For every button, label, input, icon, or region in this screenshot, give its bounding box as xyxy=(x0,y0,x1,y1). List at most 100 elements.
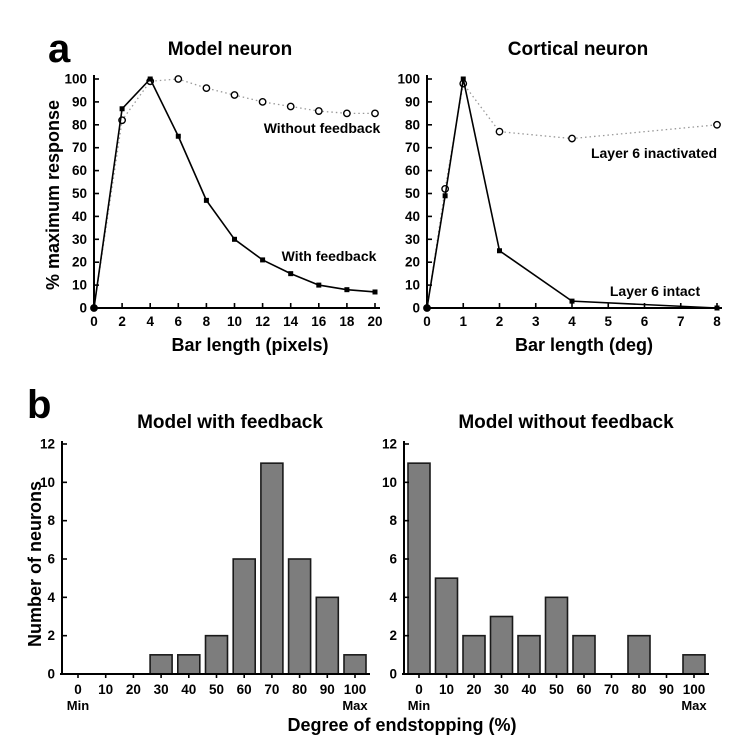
x-tick-label: 100 xyxy=(683,682,706,697)
y-tick-label: 12 xyxy=(382,437,397,452)
chart-title-model-without-feedback: Model without feedback xyxy=(458,412,674,433)
y-tick-label: 70 xyxy=(405,140,420,155)
square-marker xyxy=(569,298,575,304)
bar xyxy=(343,654,367,675)
x-axis-label-bar-length-deg: Bar length (deg) xyxy=(515,335,653,355)
open-circle-marker xyxy=(713,120,721,129)
square-marker xyxy=(497,248,502,254)
y-tick-label: 30 xyxy=(405,232,420,247)
x-tick-label: 4 xyxy=(568,314,576,329)
x-tick-label: 6 xyxy=(641,314,649,329)
x-tick-label: 80 xyxy=(631,682,646,697)
y-axis-label-number-of-neurons: Number of neurons xyxy=(25,481,45,647)
y-tick-label: 70 xyxy=(72,140,87,155)
square-marker xyxy=(119,106,125,112)
x-tick-label: 50 xyxy=(549,682,564,697)
bar xyxy=(232,558,256,675)
y-tick-label: 80 xyxy=(72,117,87,132)
x-tick-label: 3 xyxy=(532,314,540,329)
y-tick-label: 100 xyxy=(64,72,87,87)
x-tick-label: 40 xyxy=(181,682,196,697)
series-label-layer6-intact: Layer 6 intact xyxy=(610,283,701,299)
x-tick-label: 10 xyxy=(439,682,454,697)
chart-title-model-with-feedback: Model with feedback xyxy=(137,412,323,433)
y-tick-label: 90 xyxy=(72,94,87,109)
y-tick-label: 2 xyxy=(389,628,397,643)
y-tick-label: 0 xyxy=(389,667,397,682)
square-marker xyxy=(714,305,720,311)
x-axis-label-bar-length-pixels: Bar length (pixels) xyxy=(171,335,328,355)
chart-title-model-neuron: Model neuron xyxy=(168,39,293,60)
square-marker xyxy=(288,271,294,277)
y-tick-label: 8 xyxy=(47,513,55,528)
open-circle-marker xyxy=(174,75,183,83)
open-circle-marker xyxy=(314,107,323,115)
bar xyxy=(287,558,312,675)
square-marker xyxy=(460,76,466,82)
square-marker xyxy=(91,305,97,311)
y-tick-label: 80 xyxy=(405,117,420,132)
series-label-layer6-inactivated: Layer 6 inactivated xyxy=(591,145,717,161)
square-marker xyxy=(232,236,237,242)
y-tick-label: 40 xyxy=(72,209,87,224)
open-circle-marker xyxy=(568,134,576,143)
chart-model-with-feedback-histogram: 0 2 4 6 8 10 12 0 10 20 30 40 50 60 70 80 90 100 Min Max xyxy=(40,437,370,713)
y-tick-label: 10 xyxy=(405,278,420,293)
y-tick-label: 10 xyxy=(40,475,55,490)
series-label-with-feedback: With feedback xyxy=(282,248,377,264)
x-tick-label: 1 xyxy=(459,314,467,329)
x-tick-label: 10 xyxy=(98,682,113,697)
y-tick-label: 2 xyxy=(47,628,55,643)
x-tick-label: 20 xyxy=(466,682,481,697)
y-tick-label: 10 xyxy=(382,475,397,490)
open-circle-marker xyxy=(495,127,504,136)
y-tick-label: 4 xyxy=(389,590,397,605)
x-tick-label: 2 xyxy=(496,314,504,329)
y-tick-label: 6 xyxy=(389,552,397,567)
y-tick-label: 60 xyxy=(405,163,420,178)
y-tick-label: 0 xyxy=(412,301,420,316)
square-marker xyxy=(175,133,181,139)
y-tick-label: 0 xyxy=(47,667,55,682)
x-tick-label: 2 xyxy=(118,314,126,329)
x-tick-label: 30 xyxy=(154,682,169,697)
chart-model-neuron: 0 10 20 30 40 50 60 70 80 90 100 0 2 4 6 8 10 12 14 16 18 20 xyxy=(64,72,382,330)
y-tick-label: 60 xyxy=(72,163,87,178)
y-tick-label: 10 xyxy=(72,278,87,293)
chart-title-cortical-neuron: Cortical neuron xyxy=(508,39,648,60)
bar xyxy=(315,596,340,675)
x-tick-label: 80 xyxy=(292,682,307,697)
bar xyxy=(462,634,486,675)
square-marker xyxy=(442,193,448,199)
y-tick-label: 90 xyxy=(405,94,420,109)
y-tick-label: 20 xyxy=(405,255,420,270)
bar xyxy=(177,654,201,675)
bar xyxy=(407,462,431,675)
chart-model-without-feedback-histogram: 0 2 4 6 8 10 12 0 10 20 30 40 50 60 70 80 90 100 Min Max xyxy=(382,437,709,713)
x-tick-label: 50 xyxy=(209,682,224,697)
open-circle-marker xyxy=(286,102,295,111)
y-tick-label: 4 xyxy=(47,590,55,605)
x-tick-label: 20 xyxy=(126,682,141,697)
y-tick-label: 0 xyxy=(79,301,87,316)
min-label: Min xyxy=(67,698,89,713)
bar xyxy=(204,634,229,675)
max-label: Max xyxy=(342,698,368,713)
square-marker xyxy=(316,282,322,288)
x-tick-label: 14 xyxy=(283,314,299,329)
bar xyxy=(627,634,651,675)
x-tick-label: 18 xyxy=(339,314,355,329)
panel-a-label: a xyxy=(48,27,71,71)
square-marker xyxy=(203,197,209,203)
series-line xyxy=(426,81,718,309)
x-tick-label: 5 xyxy=(604,314,612,329)
open-circle-marker xyxy=(258,98,267,106)
chart-cortical-neuron: 0 10 20 30 40 50 60 70 80 90 100 0 1 2 3 4 5 6 7 8 xyxy=(397,72,722,329)
x-tick-label: 90 xyxy=(320,682,335,697)
x-tick-label: 30 xyxy=(494,682,509,697)
bar xyxy=(544,596,569,675)
x-tick-label: 16 xyxy=(311,314,327,329)
x-tick-label: 20 xyxy=(367,314,382,329)
